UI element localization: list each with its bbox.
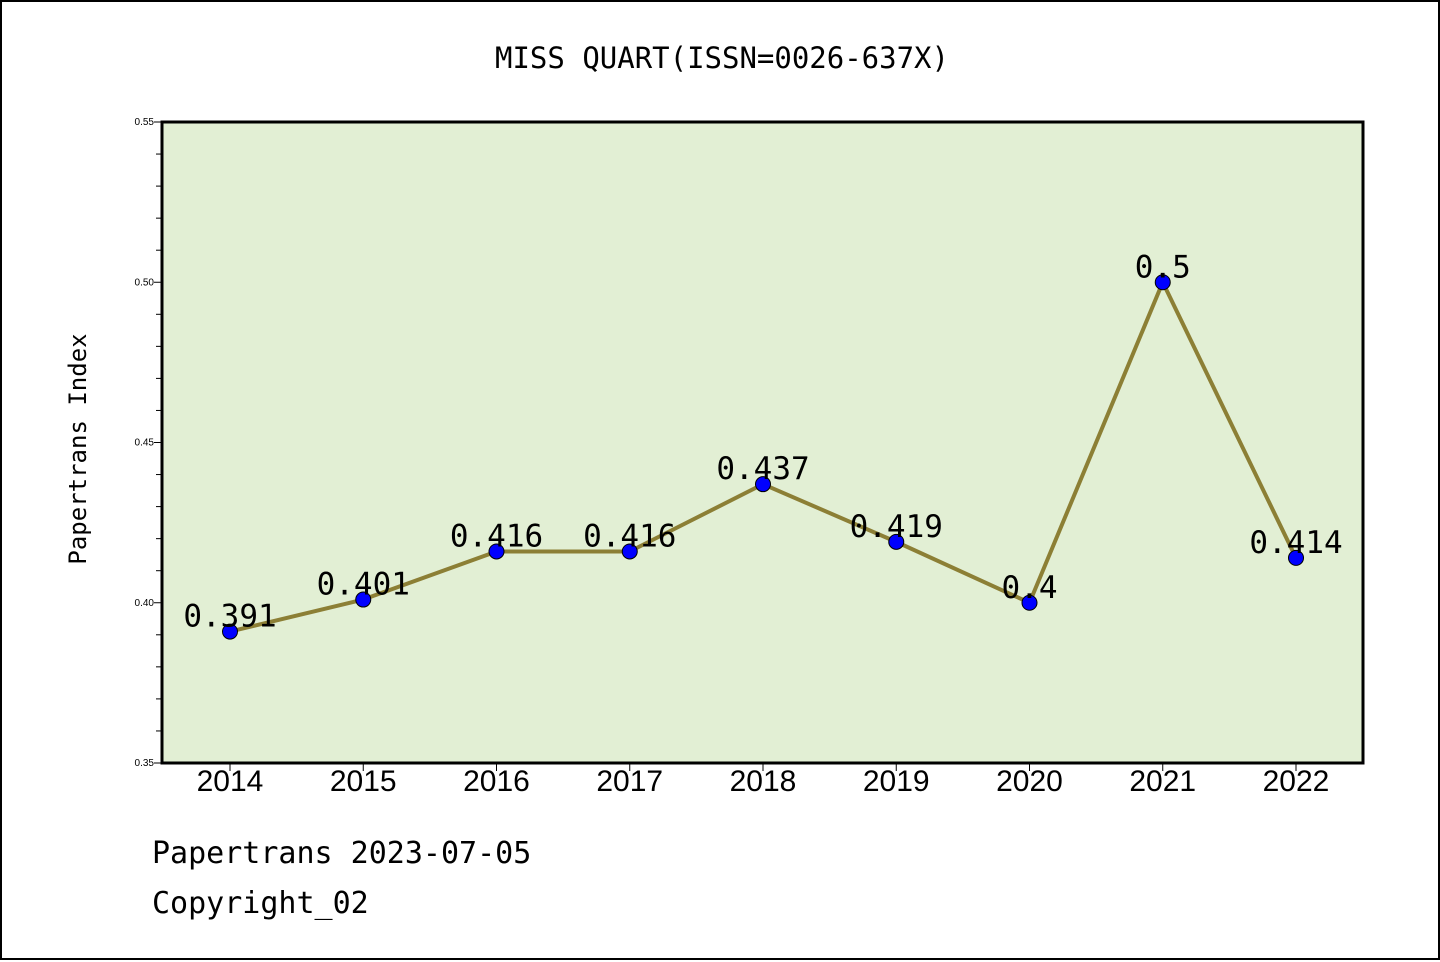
data-label: 0.416	[583, 518, 676, 554]
data-markers	[222, 274, 1304, 640]
x-tick-label: 2017	[596, 765, 663, 798]
footer-source-text: Papertrans 2023-07-05	[152, 836, 532, 871]
x-tick-label: 2018	[730, 765, 797, 798]
y-tick-label: 0.50	[135, 277, 155, 288]
x-tick-label: 2014	[197, 765, 264, 798]
data-label: 0.391	[183, 599, 276, 635]
y-axis-ticks: 0.35 0.40 0.45 0.50 0.55	[135, 117, 162, 769]
x-tick-label: 2019	[863, 765, 930, 798]
data-labels: 0.391 0.401 0.416 0.416 0.437 0.419 0.4 0.5 0.41…	[183, 249, 1342, 634]
data-point	[488, 543, 505, 560]
data-point	[1154, 274, 1171, 291]
y-tick-label: 0.40	[135, 598, 155, 609]
data-label: 0.437	[716, 451, 809, 487]
data-point	[1288, 549, 1304, 566]
plot-border	[160, 120, 1365, 765]
x-tick-label: 2020	[996, 765, 1063, 798]
data-point	[222, 623, 238, 640]
plot-area	[162, 122, 1363, 763]
data-label: 0.4	[1002, 570, 1058, 606]
x-tick-label: 2021	[1129, 765, 1196, 798]
data-point	[1021, 594, 1038, 611]
data-label: 0.5	[1135, 249, 1191, 285]
data-label: 0.416	[450, 518, 543, 554]
data-point	[888, 533, 905, 550]
data-label: 0.419	[850, 509, 943, 545]
x-tick-label: 2015	[330, 765, 397, 798]
y-tick-label: 0.35	[135, 758, 155, 769]
x-axis-ticks: 2014 2015 2016 2017 2018 2019 2020 2021 2022	[197, 763, 1330, 798]
footer-copyright-text: Copyright_02	[152, 886, 369, 921]
x-tick-label: 2016	[463, 765, 530, 798]
data-point	[755, 476, 771, 493]
y-tick-label: 0.45	[135, 438, 155, 449]
data-point	[621, 543, 638, 560]
data-label: 0.401	[317, 567, 410, 603]
data-point	[355, 591, 372, 608]
chart-title: MISS QUART(ISSN=0026-637X)	[495, 41, 949, 75]
x-tick-label: 2022	[1263, 765, 1330, 798]
y-axis-label: Papertrans Index	[64, 333, 92, 564]
y-tick-label: 0.55	[135, 117, 155, 128]
data-label: 0.414	[1249, 525, 1342, 561]
